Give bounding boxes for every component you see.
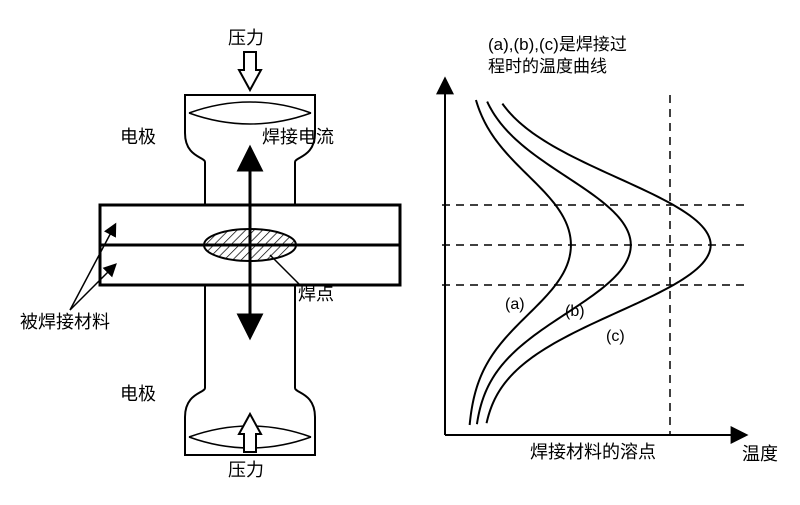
label-pressure-top: 压力 — [228, 24, 264, 50]
label-welding-current: 焊接电流 — [262, 123, 334, 149]
label-temperature: 温度 — [742, 440, 778, 466]
diagram-svg — [0, 0, 800, 500]
label-material: 被焊接材料 — [20, 308, 110, 334]
label-melting-point: 焊接材料的溶点 — [530, 438, 656, 464]
label-electrode-bottom: 电极 — [120, 380, 156, 406]
welding-diagram: 压力 压力 电极 电极 焊接电流 焊点 被焊接材料 (a),(b),(c)是焊接… — [0, 0, 800, 500]
label-weld-point: 焊点 — [298, 280, 334, 306]
label-curve-desc-2: 程时的温度曲线 — [488, 52, 607, 77]
label-electrode-top: 电极 — [120, 123, 156, 149]
label-c: (c) — [606, 328, 625, 346]
label-pressure-bottom: 压力 — [228, 456, 264, 482]
label-a: (a) — [505, 296, 525, 314]
label-b: (b) — [565, 303, 585, 321]
